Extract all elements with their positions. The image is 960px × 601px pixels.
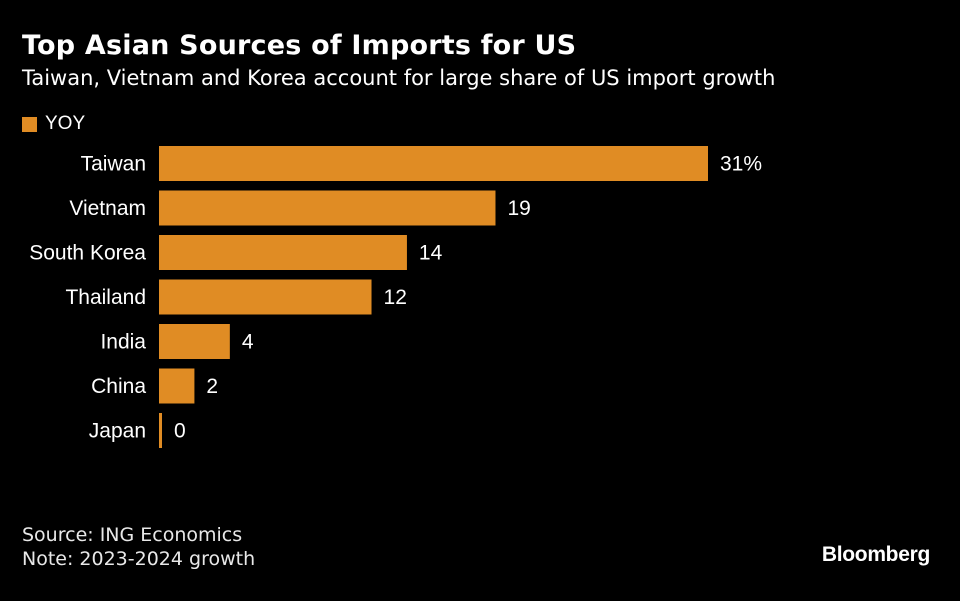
chart-title: Top Asian Sources of Imports for US bbox=[22, 30, 577, 61]
bar-thailand bbox=[159, 279, 372, 315]
data-label: 14 bbox=[419, 242, 443, 265]
legend-swatch bbox=[22, 116, 37, 132]
category-label: Vietnam bbox=[69, 197, 146, 220]
chart-subtitle: Taiwan, Vietnam and Korea account for la… bbox=[22, 66, 776, 90]
bar-japan bbox=[159, 413, 162, 448]
legend: YOY bbox=[22, 113, 85, 135]
bar-south-korea bbox=[159, 235, 407, 270]
bloomberg-logo: Bloomberg bbox=[821, 543, 930, 566]
data-label: 31% bbox=[720, 153, 762, 176]
legend-label: YOY bbox=[45, 113, 86, 134]
bar-china bbox=[159, 368, 195, 404]
category-label: India bbox=[100, 331, 146, 354]
footnote: Note: 2023-2024 growth bbox=[22, 548, 256, 570]
data-label: 0 bbox=[174, 420, 186, 443]
category-label: Thailand bbox=[65, 286, 146, 309]
bar-vietnam bbox=[159, 190, 496, 226]
category-label: South Korea bbox=[29, 242, 146, 265]
category-label: China bbox=[91, 375, 146, 398]
data-label: 19 bbox=[507, 197, 530, 220]
data-label: 4 bbox=[242, 331, 254, 354]
data-label: 12 bbox=[384, 286, 407, 309]
category-label: Japan bbox=[89, 420, 146, 443]
bar-india bbox=[159, 324, 230, 359]
bar-taiwan bbox=[159, 146, 708, 181]
source-note: Source: ING Economics bbox=[22, 524, 243, 546]
category-label: Taiwan bbox=[81, 153, 146, 176]
data-label: 2 bbox=[206, 375, 218, 398]
